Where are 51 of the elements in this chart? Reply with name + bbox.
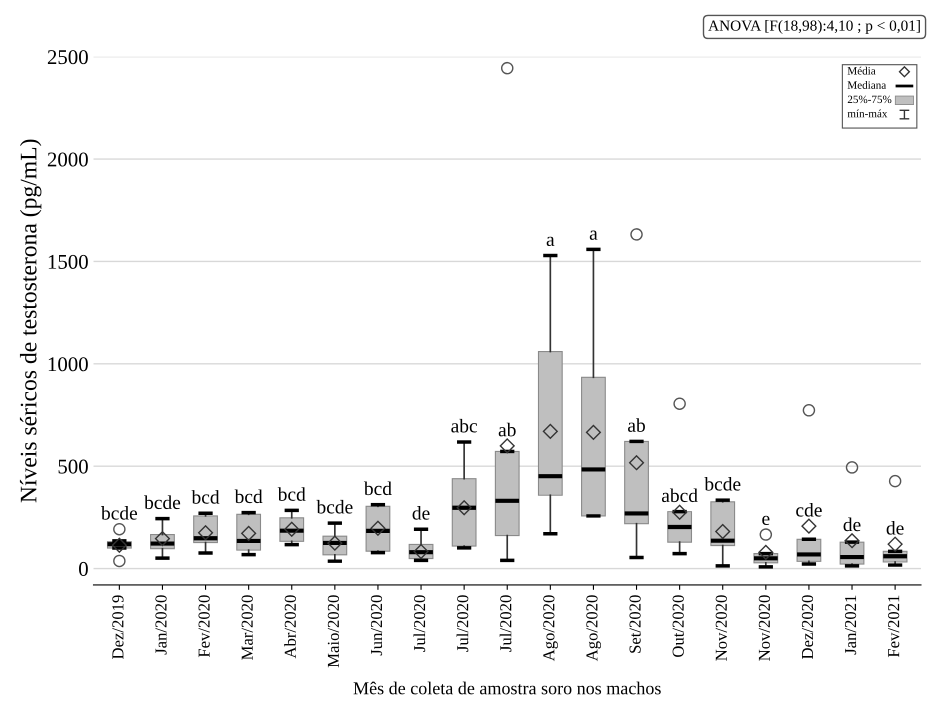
y-tick-label: 1500 — [48, 254, 88, 269]
annotation: bcd — [364, 481, 392, 496]
x-tick-label: Fev/2020 — [198, 595, 210, 658]
text: ANOVA [F(18,98):4,10 ; p < 0,01] — [708, 20, 920, 34]
annotation: 25%-75% — [848, 96, 892, 104]
y-tick-label: 1000 — [48, 357, 88, 372]
x-tick-label: Jul/2020 — [456, 595, 468, 652]
annotation: bcd — [234, 489, 262, 504]
annotation: ab — [628, 418, 645, 432]
y-tick-label: 2500 — [48, 50, 88, 64]
x-tick-label: Set/2020 — [629, 595, 641, 653]
y-tick-label: 0 — [79, 562, 88, 576]
x-axis-title: Mês de coleta de amostra soro nos machos — [354, 682, 661, 694]
x-tick-label: Ago/2020 — [543, 595, 558, 662]
x-tick-label: Nov/2020 — [716, 595, 727, 661]
x-tick-label: Jul/2020 — [500, 595, 512, 652]
annotation: bcde — [144, 495, 180, 510]
y-axis-title: Níveis séricos de testosterona (pg/mL) — [20, 140, 42, 502]
annotation: de — [844, 518, 861, 532]
annotation: a — [590, 230, 598, 240]
annotation: de — [886, 520, 904, 535]
annotation: bcd — [192, 490, 220, 504]
annotation: de — [412, 506, 430, 520]
annotation: Média — [848, 66, 876, 75]
annotation: cde — [796, 502, 822, 517]
annotation: e — [762, 516, 770, 526]
y-tick-label: 2000 — [48, 152, 88, 167]
annotation: bcde — [101, 506, 138, 520]
x-tick-label: Dez/2019 — [112, 595, 124, 659]
annotation: mín-máx — [848, 110, 888, 118]
x-tick-label: Abr/2020 — [284, 595, 296, 658]
x-tick-label: Dez/2020 — [802, 595, 814, 659]
annotation: bcd — [278, 487, 306, 501]
x-tick-label: Nov/2020 — [758, 595, 770, 661]
annotation: abc — [451, 418, 478, 433]
annotation: a — [546, 236, 554, 246]
x-tick-label: Jun/2020 — [370, 595, 382, 656]
x-tick-label: Ago/2020 — [586, 595, 601, 662]
annotation: bcde — [316, 500, 353, 514]
annotation: bcde — [704, 476, 740, 491]
annotation: ab — [498, 422, 516, 436]
annotation: abcd — [662, 488, 698, 502]
y-tick-label: 500 — [58, 460, 88, 474]
x-tick-label: Maio/2020 — [328, 595, 340, 668]
x-tick-label: Fev/2021 — [888, 596, 900, 658]
x-tick-label: Mar/2020 — [242, 595, 253, 660]
x-tick-label: Jul/2020 — [413, 595, 426, 652]
x-tick-label: Out/2020 — [672, 595, 684, 657]
x-tick-label: Jan/2020 — [155, 595, 167, 654]
annotation: Mediana — [848, 80, 886, 89]
x-tick-label: Jan/2021 — [844, 596, 856, 654]
